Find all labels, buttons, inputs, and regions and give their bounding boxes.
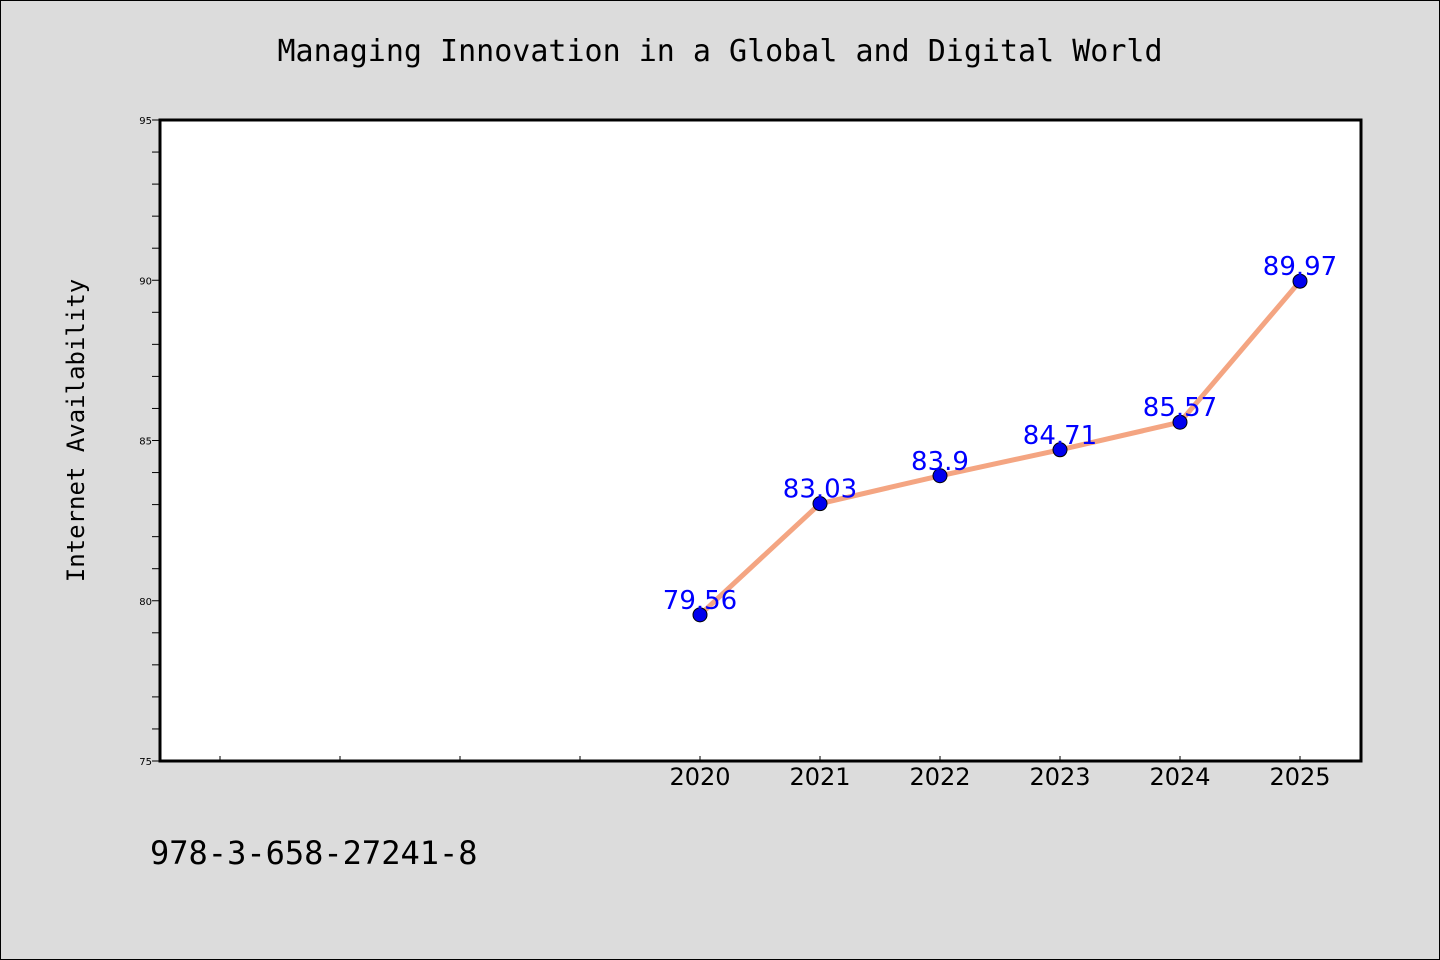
x-tick-label: 2022 xyxy=(909,763,970,791)
data-label: 83.03 xyxy=(783,475,857,505)
y-tick-label: 85 xyxy=(139,437,152,448)
y-axis: 75 80 85 90 95 xyxy=(139,116,160,768)
data-label: 79.56 xyxy=(663,586,737,616)
data-point xyxy=(1172,414,1188,430)
series-line xyxy=(698,279,1302,617)
data-label: 84.71 xyxy=(1023,421,1097,451)
x-tick-label: 2023 xyxy=(1029,763,1090,791)
data-point xyxy=(932,468,948,484)
plot-area xyxy=(158,118,1363,763)
x-tick-label: 2021 xyxy=(789,763,850,791)
y-tick-label: 90 xyxy=(139,276,152,287)
data-label: 89.97 xyxy=(1263,252,1337,282)
y-tick-label: 75 xyxy=(139,757,152,768)
data-point xyxy=(1052,442,1068,458)
chart-title: Managing Innovation in a Global and Digi… xyxy=(277,34,1163,69)
data-label: 83.9 xyxy=(911,447,969,477)
data-point xyxy=(1292,273,1308,289)
x-tick-label: 2024 xyxy=(1149,763,1210,791)
x-tick-label: 2020 xyxy=(669,763,730,791)
x-tick-label: 2025 xyxy=(1269,763,1330,791)
data-point xyxy=(692,607,708,623)
series-group: 79.56 83.03 83.9 84.71 85.57 89.97 xyxy=(663,252,1337,623)
data-point xyxy=(812,496,828,512)
x-axis: 2020 2021 2022 2023 2024 2025 xyxy=(219,756,1331,791)
y-axis-label: Internet Availability xyxy=(62,279,90,582)
y-tick-label: 95 xyxy=(139,116,152,127)
y-tick-label: 80 xyxy=(139,597,152,608)
data-label: 85.57 xyxy=(1143,393,1217,423)
isbn-code: 978-3-658-27241-8 xyxy=(150,834,478,872)
